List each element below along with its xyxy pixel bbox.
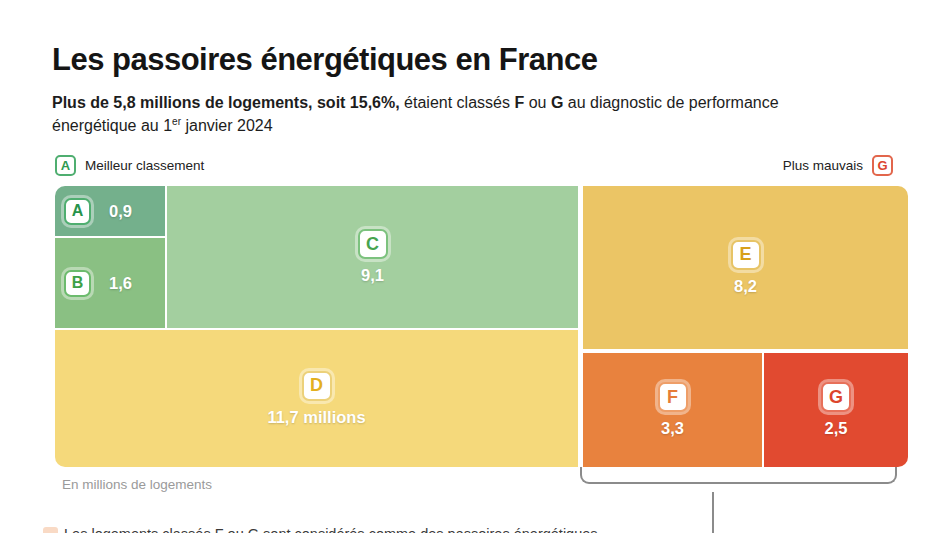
unit-note: En millions de logements — [62, 477, 212, 492]
class-e-badge-icon: E — [731, 240, 761, 270]
treemap-block-f: F 3,3 — [583, 353, 762, 467]
subtitle: Plus de 5,8 millions de logements, soit … — [52, 91, 792, 137]
treemap-block-a: A 0,9 — [55, 186, 165, 236]
class-b-badge-icon: B — [64, 270, 91, 297]
class-a-badge-icon: A — [55, 155, 76, 176]
treemap-block-d: D 11,7 millions — [55, 330, 578, 467]
class-g-badge-icon: G — [821, 382, 851, 412]
class-f-badge-icon: F — [658, 382, 688, 412]
treemap-block-b: B 1,6 — [55, 238, 165, 328]
subtitle-bold-stat: Plus de 5,8 millions de logements, soit … — [52, 94, 400, 111]
class-d-badge-icon: D — [302, 371, 332, 401]
legend-worst: Plus mauvais G — [783, 155, 893, 176]
class-g-badge-icon: G — [872, 155, 893, 176]
value-f: 3,3 — [661, 419, 684, 438]
subtitle-bold-f: F — [514, 94, 524, 111]
legend-best: A Meilleur classement — [55, 155, 204, 176]
value-c: 9,1 — [361, 266, 384, 285]
class-c-badge-icon: C — [358, 229, 388, 259]
value-d: 11,7 millions — [267, 408, 365, 427]
subtitle-superscript: er — [172, 116, 181, 127]
value-e: 8,2 — [734, 277, 757, 296]
legend-worst-label: Plus mauvais — [783, 158, 863, 173]
value-b: 1,6 — [109, 274, 132, 293]
treemap-block-c: C 9,1 — [167, 186, 578, 328]
infographic-canvas: Les passoires énergétiques en France Plu… — [0, 0, 950, 533]
subtitle-bold-g: G — [551, 94, 563, 111]
cropped-bottom-note: Les logements classés F ou G sont consid… — [64, 526, 664, 533]
legend-row: A Meilleur classement Plus mauvais G — [55, 155, 893, 179]
page-title: Les passoires énergétiques en France — [52, 42, 597, 78]
class-a-badge-icon: A — [64, 198, 91, 225]
cropped-legend-bullet — [43, 527, 58, 533]
fg-group-bracket — [580, 467, 897, 484]
fg-group-pointer-line — [712, 492, 714, 533]
value-g: 2,5 — [825, 419, 848, 438]
subtitle-text: ou — [524, 94, 551, 111]
subtitle-text: étaient classés — [400, 94, 515, 111]
subtitle-text: janvier 2024 — [181, 117, 273, 134]
value-a: 0,9 — [109, 202, 132, 221]
treemap-chart: A 0,9 B 1,6 C 9,1 D 11,7 millions E 8,2 … — [55, 186, 908, 467]
treemap-block-g: G 2,5 — [764, 353, 908, 467]
legend-best-label: Meilleur classement — [85, 158, 204, 173]
treemap-block-e: E 8,2 — [583, 186, 908, 349]
